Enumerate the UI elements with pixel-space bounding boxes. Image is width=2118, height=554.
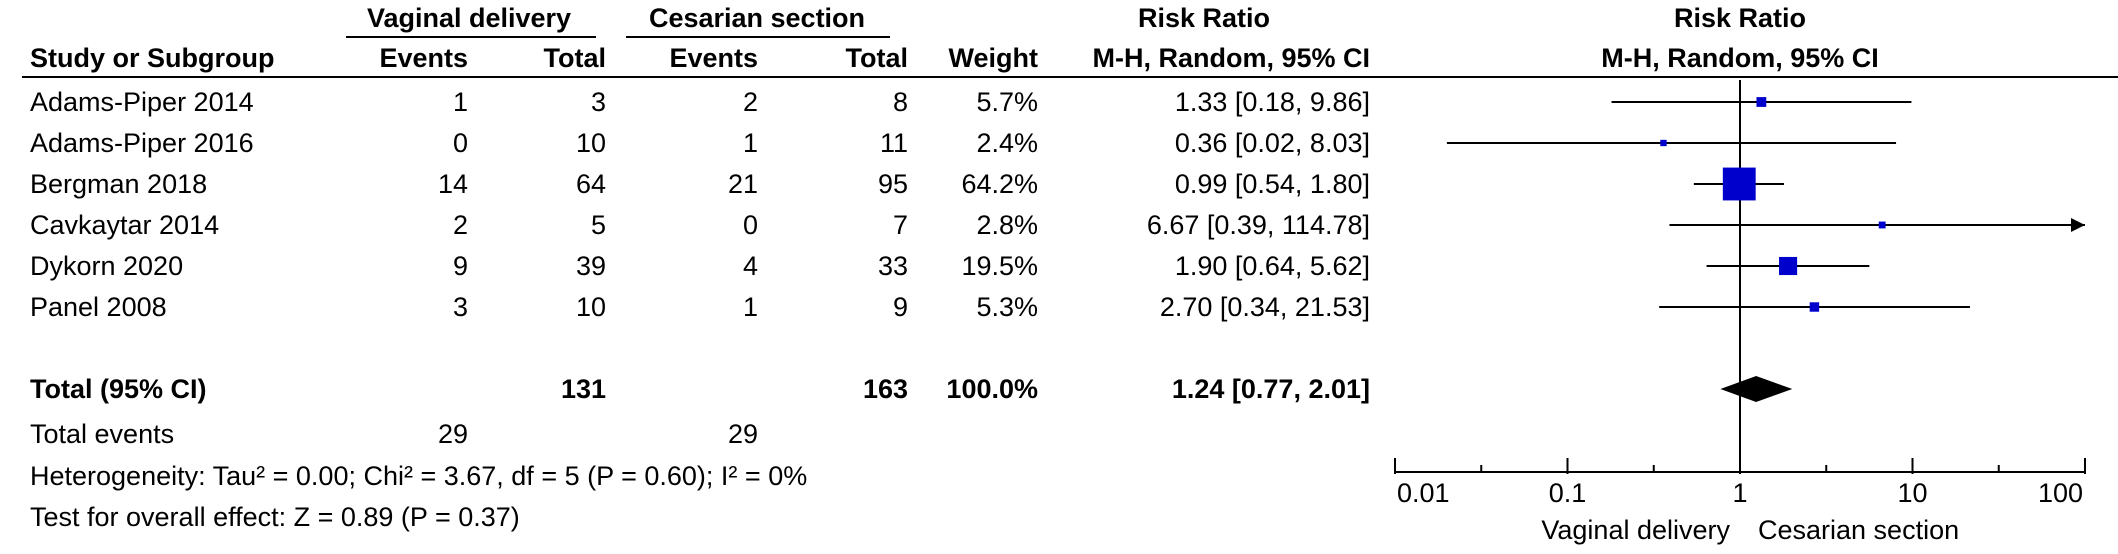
total2-cell: 11 — [879, 128, 908, 158]
total2-cell: 8 — [892, 87, 908, 117]
ci-cell: 0.36 [0.02, 8.03] — [1174, 128, 1370, 158]
study-marker — [1878, 221, 1886, 229]
total2-cell: 95 — [877, 169, 908, 199]
ci-cell: 1.90 [0.64, 5.62] — [1174, 251, 1370, 281]
col-total2-header: Total — [845, 43, 909, 73]
events2-cell: 0 — [742, 210, 758, 240]
ci-cell: 1.33 [0.18, 9.86] — [1174, 87, 1370, 117]
events1-cell: 2 — [452, 210, 468, 240]
col-study-header: Study or Subgroup — [30, 43, 275, 73]
study-marker — [1809, 302, 1820, 312]
total-label: Total (95% CI) — [30, 374, 207, 404]
total1-cell: 5 — [590, 210, 606, 240]
events2-cell: 4 — [742, 251, 758, 281]
axis-left-label: Vaginal delivery — [1541, 515, 1730, 545]
weight-cell: 2.4% — [976, 128, 1038, 158]
group1-header: Vaginal delivery — [366, 3, 572, 33]
total-events2-cell: 29 — [727, 419, 758, 449]
study-name: Adams-Piper 2016 — [30, 128, 254, 158]
total2-cell: 163 — [862, 374, 908, 404]
ci-cell: 2.70 [0.34, 21.53] — [1159, 292, 1370, 322]
study-marker — [1756, 97, 1767, 107]
study-marker — [1660, 139, 1667, 147]
weight-cell: 5.3% — [976, 292, 1038, 322]
x-tick-label: 0.01 — [1397, 478, 1450, 508]
plot-title: Risk Ratio — [1673, 3, 1807, 33]
x-tick-label: 1 — [1732, 478, 1747, 508]
overall-effect-text: Test for overall effect: Z = 0.89 (P = 0… — [30, 502, 520, 532]
events1-cell: 14 — [437, 169, 468, 199]
study-name: Dykorn 2020 — [30, 251, 184, 281]
study-name: Panel 2008 — [30, 292, 167, 322]
col-total1-header: Total — [543, 43, 607, 73]
study-name: Bergman 2018 — [30, 169, 208, 199]
events2-cell: 1 — [742, 128, 758, 158]
study-name: Adams-Piper 2014 — [30, 87, 254, 117]
total-weight-cell: 100.0% — [946, 374, 1038, 404]
events2-cell: 2 — [742, 87, 758, 117]
study-name: Cavkaytar 2014 — [30, 210, 220, 240]
header-rule — [22, 76, 2118, 78]
col-events1-header: Events — [379, 43, 468, 73]
total2-cell: 7 — [892, 210, 908, 240]
total-events-label: Total events — [30, 419, 175, 449]
col-weight-header: Weight — [948, 43, 1039, 73]
ci-cell: 6.67 [0.39, 114.78] — [1146, 210, 1370, 240]
rr-column-title: Risk Ratio — [1137, 3, 1271, 33]
total1-cell: 3 — [590, 87, 606, 117]
total1-cell: 10 — [575, 292, 606, 322]
total-ci-cell: 1.24 [0.77, 2.01] — [1171, 374, 1370, 404]
plot-method: M-H, Random, 95% CI — [1601, 43, 1879, 73]
x-tick-label: 100 — [2038, 478, 2083, 508]
weight-cell: 64.2% — [961, 169, 1038, 199]
total-events1-cell: 29 — [437, 419, 468, 449]
x-tick-label: 10 — [1897, 478, 1927, 508]
study-marker — [1722, 167, 1756, 201]
ci-cell: 0.99 [0.54, 1.80] — [1174, 169, 1370, 199]
events1-cell: 0 — [452, 128, 468, 158]
total1-cell: 10 — [575, 128, 606, 158]
weight-cell: 5.7% — [976, 87, 1038, 117]
study-marker — [1779, 256, 1798, 276]
total2-cell: 33 — [877, 251, 908, 281]
total1-cell: 64 — [575, 169, 606, 199]
group2-header: Cesarian section — [648, 3, 866, 33]
group1-underline — [346, 36, 596, 38]
x-tick-label: 0.1 — [1549, 478, 1587, 508]
pooled-diamond — [1720, 376, 1793, 402]
col-events2-header: Events — [669, 43, 758, 73]
events1-cell: 9 — [452, 251, 468, 281]
events2-cell: 21 — [727, 169, 758, 199]
ci-arrow — [2071, 218, 2085, 232]
total1-cell: 39 — [575, 251, 606, 281]
group2-underline — [626, 36, 890, 38]
heterogeneity-text: Heterogeneity: Tau² = 0.00; Chi² = 3.67,… — [30, 461, 808, 491]
col-rr-header: M-H, Random, 95% CI — [1092, 43, 1370, 73]
events2-cell: 1 — [742, 292, 758, 322]
total2-cell: 9 — [892, 292, 908, 322]
events1-cell: 3 — [452, 292, 468, 322]
weight-cell: 19.5% — [961, 251, 1038, 281]
total1-cell: 131 — [560, 374, 606, 404]
events1-cell: 1 — [452, 87, 468, 117]
weight-cell: 2.8% — [976, 210, 1038, 240]
axis-right-label: Cesarian section — [1758, 515, 1960, 545]
